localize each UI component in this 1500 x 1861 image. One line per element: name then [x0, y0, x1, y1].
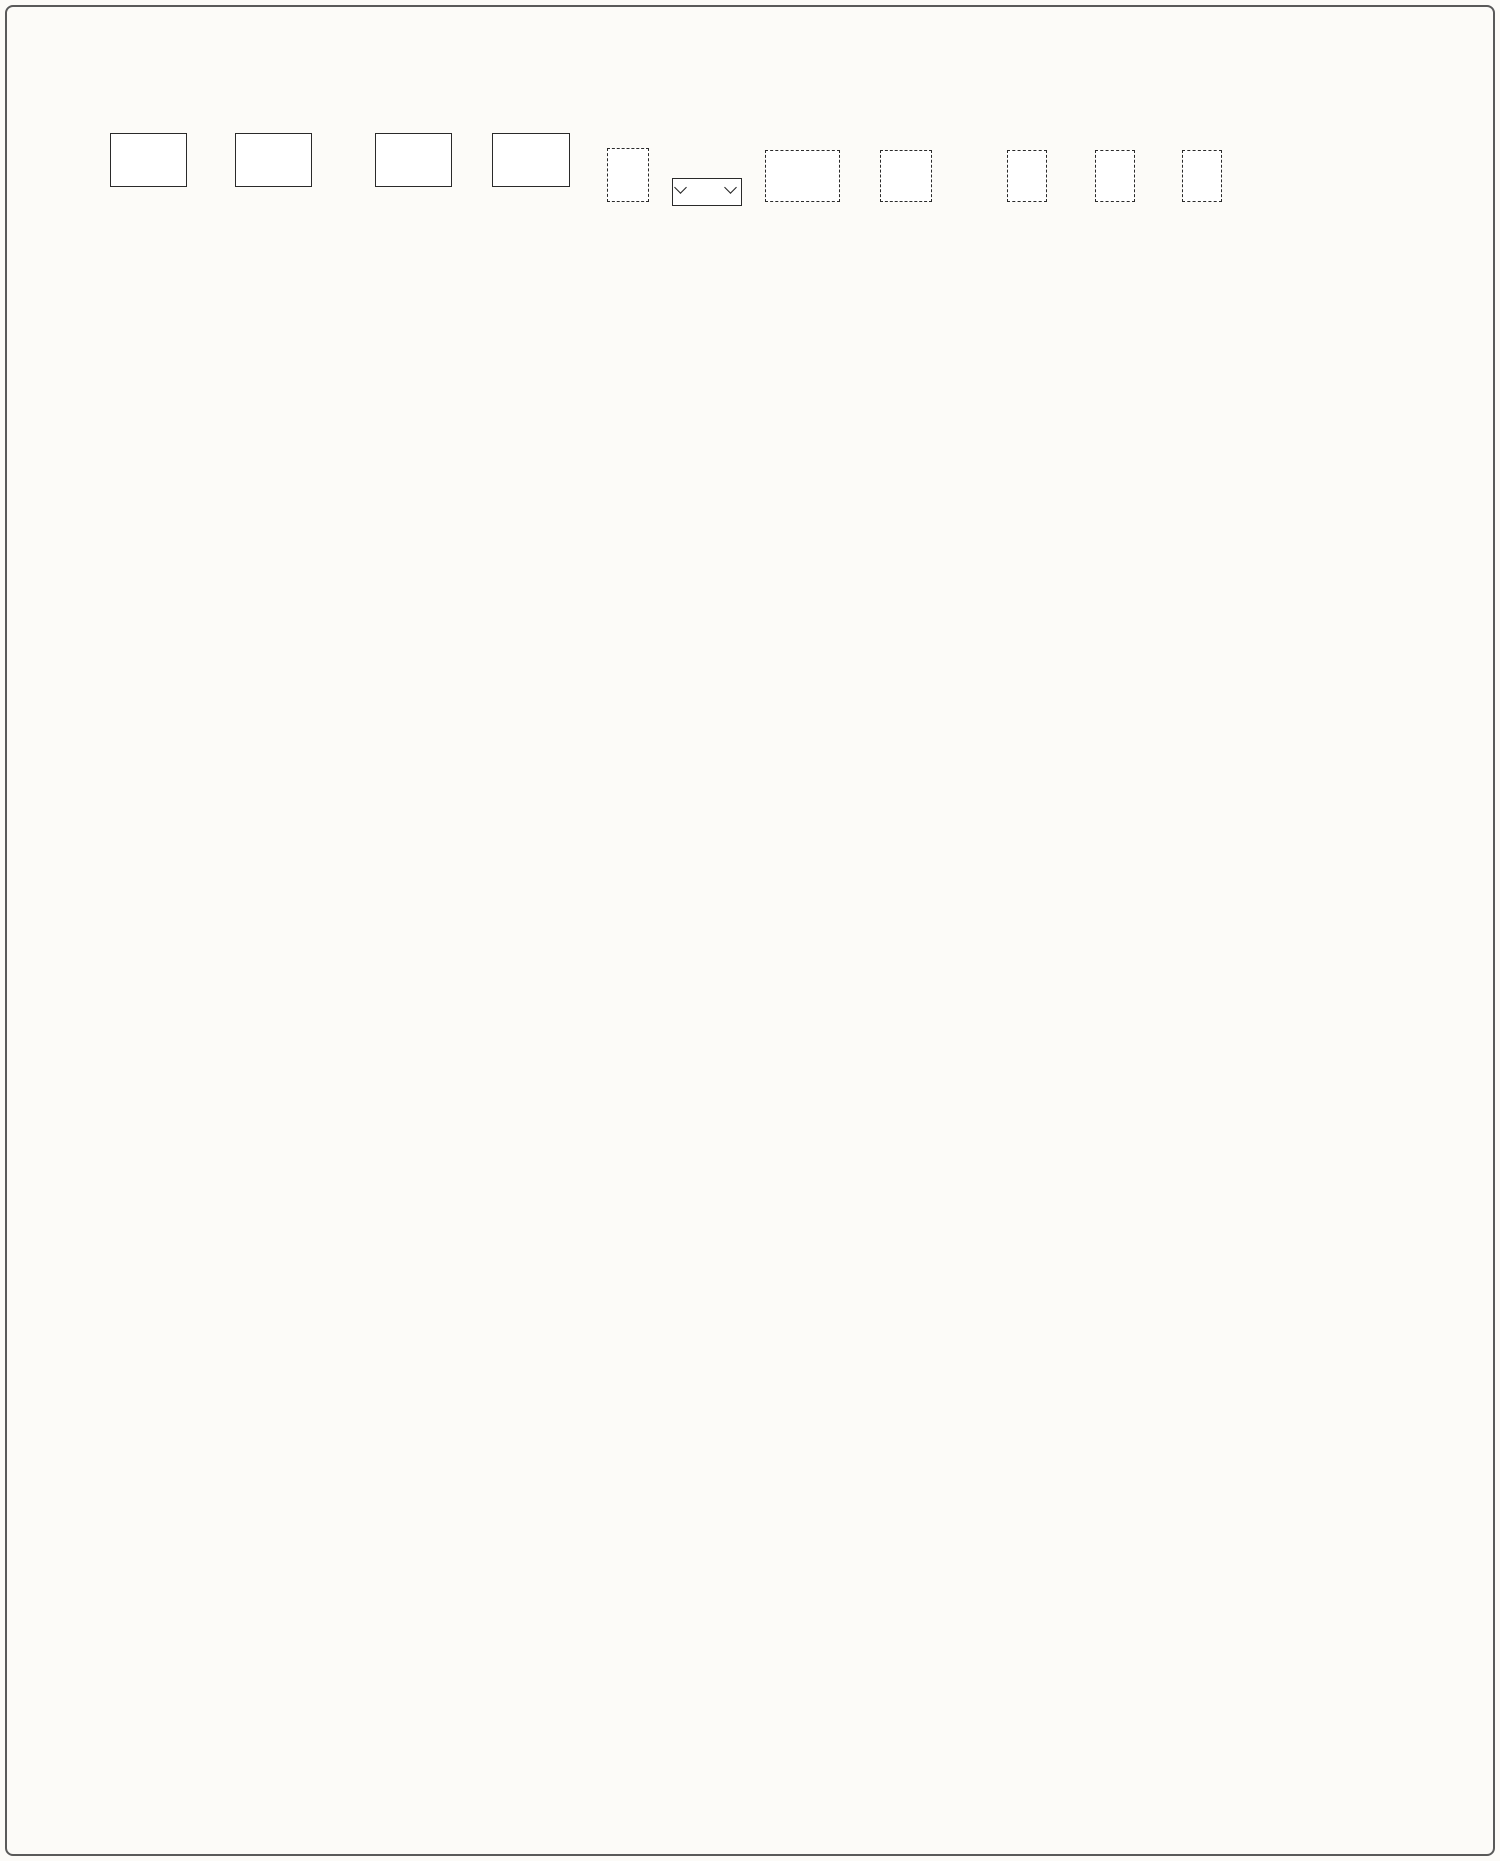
engine-module-box [1182, 150, 1222, 202]
driver-front-sensor-box [235, 133, 312, 187]
drivetrain-module-box [1095, 150, 1135, 202]
power-steering-module-box [607, 148, 649, 202]
mechatronic-box [1007, 150, 1047, 202]
comfort-module-box [880, 150, 932, 202]
passenger-front-sensor-box [375, 133, 452, 187]
pedestrian-sensor-box [492, 133, 570, 187]
diagram-border [5, 5, 1495, 1856]
coupling-point-box [672, 178, 742, 206]
thorax-sensor-box [110, 133, 187, 187]
vehicle-electrical-module-box [765, 150, 840, 202]
